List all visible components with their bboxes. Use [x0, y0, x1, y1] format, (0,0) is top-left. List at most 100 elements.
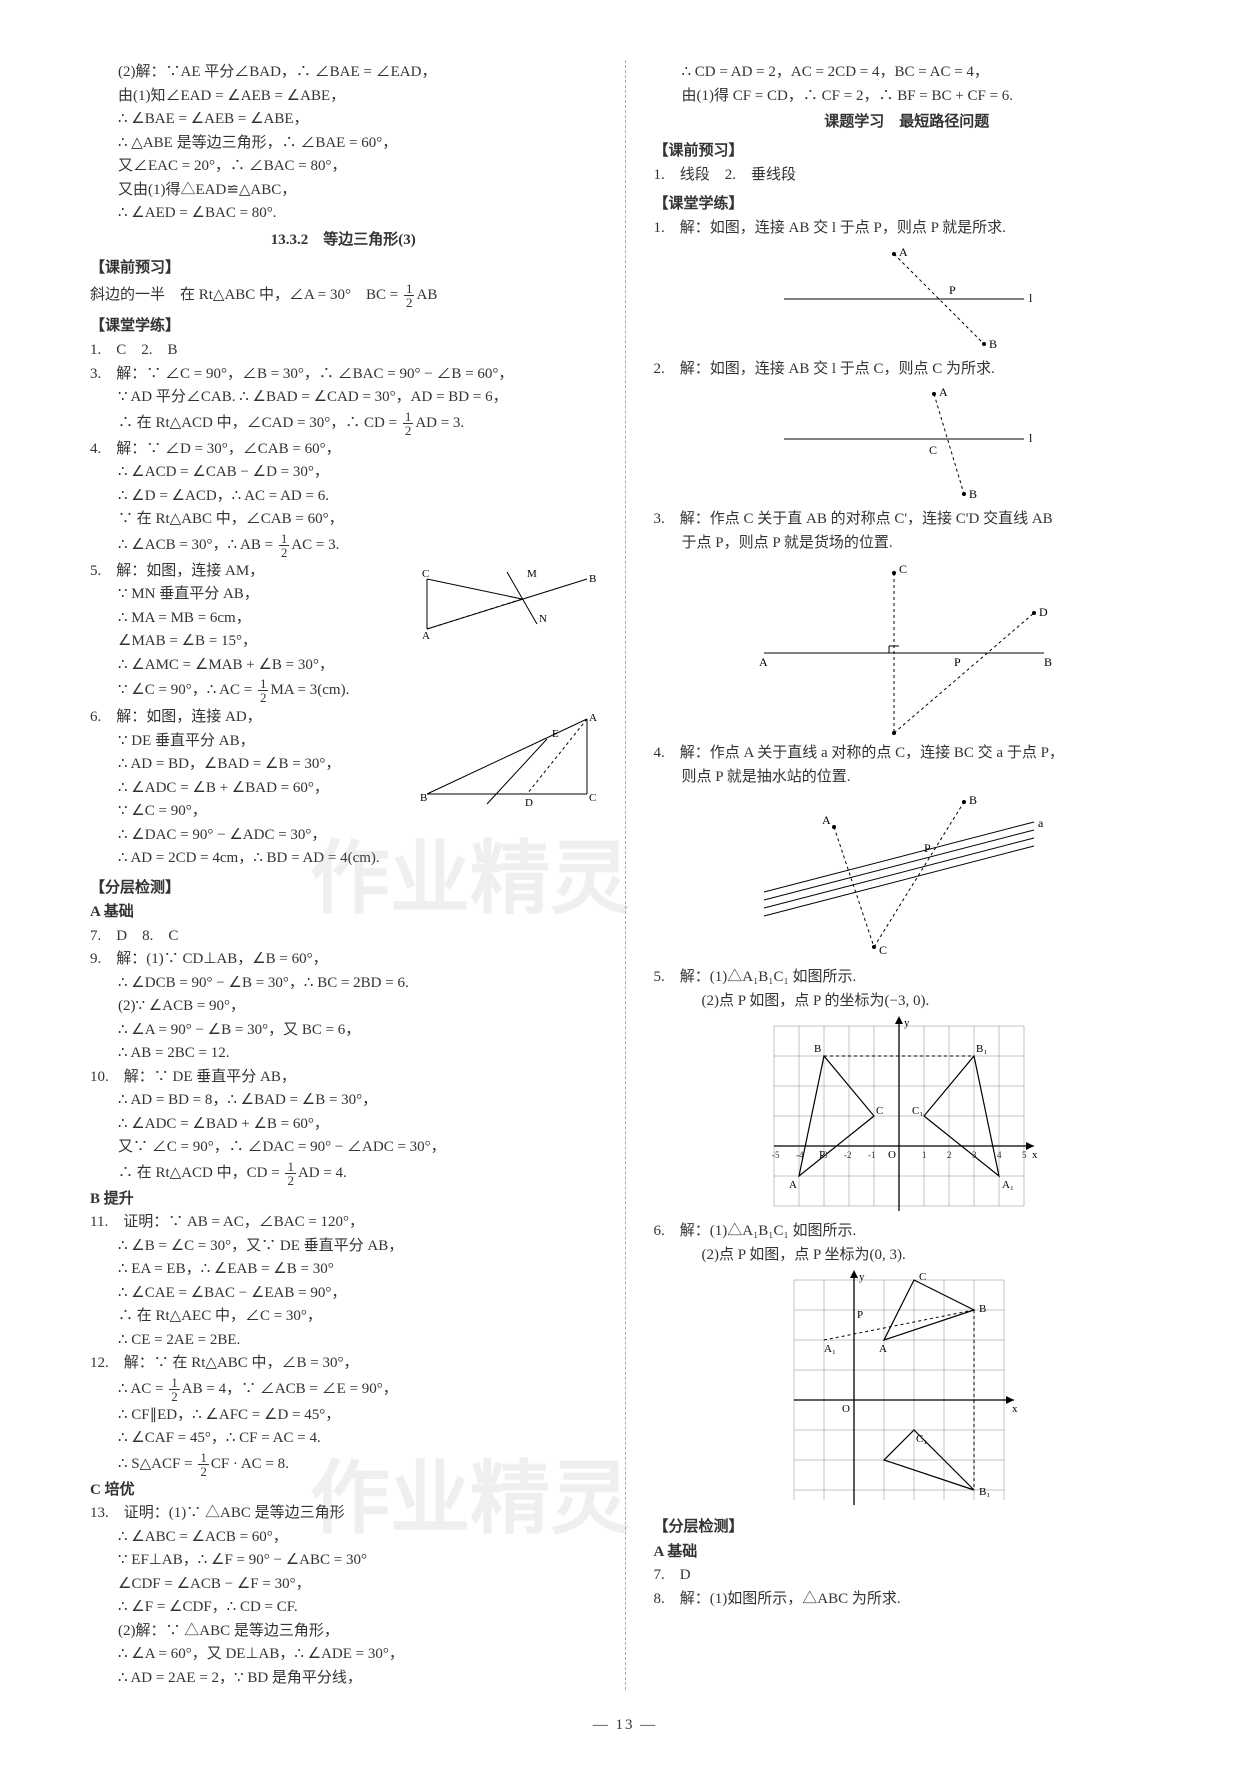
text-line: ∵ ∠C = 90°，∴ AC = 12MA = 3(cm). — [90, 677, 597, 704]
svg-text:-3: -3 — [820, 1150, 828, 1160]
svg-text:A: A — [879, 1343, 887, 1355]
text: ∴ ∠ACB = 30°，∴ AB = — [118, 536, 277, 552]
subheading-c: C 培优 — [90, 1479, 597, 1502]
subheading-b: B 提升 — [90, 1188, 597, 1211]
svg-text:B: B — [420, 792, 427, 804]
text-line: 4. 解：∵ ∠D = 30°，∠CAB = 60°， — [90, 438, 597, 461]
svg-text:D: D — [525, 797, 533, 809]
fraction: 12 — [279, 532, 290, 559]
svg-text:E: E — [552, 728, 559, 740]
heading-fcjc-r: 【分层检测】 — [654, 1516, 1161, 1539]
text-line: 13. 证明：(1)∵ △ABC 是等边三角形 — [90, 1502, 597, 1525]
page-number: — 13 — — [90, 1714, 1160, 1737]
text-line: ∴ ∠ACD = ∠CAB − ∠D = 30°， — [90, 461, 597, 484]
text-line: 9. 解：(1)∵ CD⊥AB，∠B = 60°， — [90, 948, 597, 971]
figure-r4: A B a P C — [744, 792, 1064, 962]
svg-text:B: B — [989, 337, 997, 351]
text-line: ∴ ∠ADC = ∠BAD + ∠B = 60°， — [90, 1113, 597, 1136]
text-line: ∴ 在 Rt△ACD 中，∠CAD = 30°，∴ CD = 12AD = 3. — [90, 410, 597, 437]
page-columns: (2)解：∵AE 平分∠BAD，∴ ∠BAE = ∠EAD， 由(1)知∠EAD… — [90, 60, 1160, 1690]
text: AD = 3. — [415, 414, 464, 430]
text-line: (2)点 P 如图，点 P 的坐标为(−3, 0). — [654, 990, 1161, 1013]
fraction: 12 — [404, 282, 415, 309]
section-title-kt: 课题学习 最短路径问题 — [654, 111, 1161, 134]
svg-text:y: y — [904, 1017, 910, 1029]
svg-text:P: P — [924, 841, 931, 855]
text-line: ∴ ∠DAC = 90° − ∠ADC = 30°， — [90, 824, 597, 847]
text: ∴ AC = — [118, 1380, 167, 1396]
text-line: ∵ 在 Rt△ABC 中，∠CAB = 60°， — [90, 508, 597, 531]
svg-text:-5: -5 — [772, 1150, 780, 1160]
svg-text:3: 3 — [972, 1150, 977, 1160]
svg-text:C: C — [879, 943, 887, 957]
svg-text:y: y — [859, 1271, 865, 1283]
text-line: 1. 线段 2. 垂线段 — [654, 164, 1161, 187]
text-line: 3. 解：∵ ∠C = 90°，∠B = 30°，∴ ∠BAC = 90° − … — [90, 363, 597, 386]
svg-text:N: N — [539, 613, 547, 625]
svg-text:B: B — [969, 793, 977, 807]
svg-text:A: A — [939, 385, 948, 399]
text: ∴ 在 Rt△ACD 中，CD = — [118, 1164, 283, 1180]
text: ∴ S△ACF = — [118, 1455, 196, 1471]
svg-text:A: A — [789, 1179, 797, 1191]
text-line: (2)解：∵AE 平分∠BAD，∴ ∠BAE = ∠EAD， — [90, 61, 597, 84]
text-line: ∴ ∠BAE = ∠AEB = ∠ABE， — [90, 108, 597, 131]
text-line: 又∠EAC = 20°，∴ ∠BAC = 80°， — [90, 155, 597, 178]
svg-text:M: M — [527, 568, 537, 580]
figure-r2: A B C l — [754, 384, 1054, 504]
svg-text:1: 1 — [922, 1150, 927, 1160]
svg-text:l: l — [1029, 431, 1033, 445]
text-line: ∴ CF∥ED，∴ ∠AFC = ∠D = 45°， — [90, 1404, 597, 1427]
text-line: ∴ ∠F = ∠CDF，∴ CD = CF. — [90, 1596, 597, 1619]
text-line: ∴ AD = BD = 8，∴ ∠BAD = ∠B = 30°， — [90, 1089, 597, 1112]
svg-text:5: 5 — [1022, 1150, 1027, 1160]
svg-text:C: C — [422, 568, 429, 580]
figure-r3: C D A B P C' — [744, 558, 1064, 738]
heading-kqyx: 【课前预习】 — [90, 257, 597, 280]
svg-text:-1: -1 — [868, 1150, 876, 1160]
svg-text:P: P — [949, 283, 956, 297]
section-title-1332: 13.3.2 等边三角形(3) — [90, 229, 597, 252]
svg-text:B₁: B₁ — [976, 1043, 987, 1055]
text-line: ∴ ∠AMC = ∠MAB + ∠B = 30°， — [90, 654, 597, 677]
text-line: (2)解：∵ △ABC 是等边三角形， — [90, 1620, 597, 1643]
text-line: 由(1)得 CF = CD，∴ CF = 2，∴ BF = BC + CF = … — [654, 85, 1161, 108]
svg-text:D: D — [1039, 605, 1048, 619]
text-line: 又由(1)得△EAD≌△ABC， — [90, 179, 597, 202]
svg-text:C: C — [919, 1271, 926, 1283]
text: ∴ 在 Rt△ACD 中，∠CAD = 30°，∴ CD = — [118, 414, 401, 430]
text: CF · AC = 8. — [211, 1455, 289, 1471]
svg-text:A: A — [899, 245, 908, 259]
svg-text:B: B — [1044, 655, 1052, 669]
text: AB = 4，∵ ∠ACB = ∠E = 90°， — [182, 1380, 398, 1396]
fraction: 12 — [258, 677, 269, 704]
fraction: 12 — [198, 1451, 209, 1478]
text-line: ∴ ∠CAF = 45°，∴ CF = AC = 4. — [90, 1427, 597, 1450]
svg-text:B: B — [814, 1043, 821, 1055]
svg-text:C₁: C₁ — [912, 1105, 923, 1117]
text-line: ∴ ∠B = ∠C = 30°，又∵ DE 垂直平分 AB， — [90, 1235, 597, 1258]
text-line: ∴ △ABE 是等边三角形，∴ ∠BAE = 60°， — [90, 132, 597, 155]
svg-text:C': C' — [892, 735, 902, 738]
text-line: ∴ 在 Rt△ACD 中，CD = 12AD = 4. — [90, 1160, 597, 1187]
text-line: ∴ AD = 2AE = 2，∵ BD 是角平分线， — [90, 1667, 597, 1690]
column-divider — [625, 60, 626, 1690]
svg-text:B: B — [979, 1303, 986, 1315]
text-line: 于点 P，则点 P 就是货场的位置. — [654, 532, 1161, 555]
text-line: 1. 解：如图，连接 AB 交 l 于点 P，则点 P 就是所求. — [654, 217, 1161, 240]
text-line: 2. 解：如图，连接 AB 交 l 于点 C，则点 C 为所求. — [654, 358, 1161, 381]
text-line: 12. 解：∵ 在 Rt△ABC 中，∠B = 30°， — [90, 1352, 597, 1375]
svg-text:A: A — [422, 630, 430, 642]
text-line: 又∵ ∠C = 90°，∴ ∠DAC = 90° − ∠ADC = 30°， — [90, 1136, 597, 1159]
fraction: 12 — [403, 410, 414, 437]
text-line: 6. 解：(1)△A₁B₁C₁ 如图所示. — [654, 1220, 1161, 1243]
text-line: 4. 解：作点 A 关于直线 a 对称的点 C，连接 BC 交 a 于点 P， — [654, 742, 1161, 765]
text-line: 1. C 2. B — [90, 339, 597, 362]
svg-text:B: B — [589, 573, 596, 585]
text-line: 斜边的一半 在 Rt△ABC 中，∠A = 30° BC = 12AB — [90, 282, 597, 309]
text-line: 3. 解：作点 C 关于直 AB 的对称点 C'，连接 C'D 交直线 AB — [654, 508, 1161, 531]
text-line: ∴ ∠DCB = 90° − ∠B = 30°，∴ BC = 2BD = 6. — [90, 972, 597, 995]
text-line: ∴ CE = 2AE = 2BE. — [90, 1329, 597, 1352]
text-line: ∠CDF = ∠ACB − ∠F = 30°， — [90, 1573, 597, 1596]
text-line: ∴ CD = AD = 2，AC = 2CD = 4，BC = AC = 4， — [654, 61, 1161, 84]
